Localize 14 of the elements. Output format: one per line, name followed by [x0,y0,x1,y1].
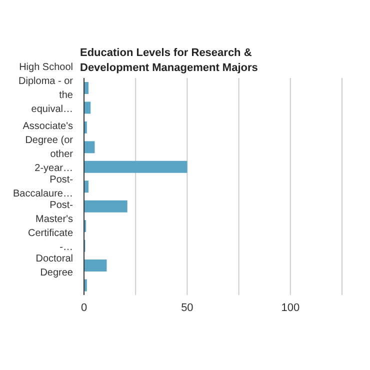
y-tick-label: High School Diploma - or the equival… [18,61,74,114]
y-tick-label: Doctoral Degree [36,252,74,278]
y-tick-label: Post-Master's Certificate -… [28,199,74,252]
bar [84,160,188,173]
x-tick-label: 100 [281,302,300,314]
x-tick-label: 50 [181,302,194,314]
chart-title: Education Levels for Research & Development Management Majors [80,46,259,76]
bar [84,102,91,114]
y-tick-label: Post-Baccalaure… [12,174,73,199]
y-tick-label: Associate's Degree (or other 2-year… [22,120,74,174]
bar [84,200,128,212]
bar [84,141,95,154]
x-tick-label: 0 [80,302,88,314]
bar [84,260,107,272]
